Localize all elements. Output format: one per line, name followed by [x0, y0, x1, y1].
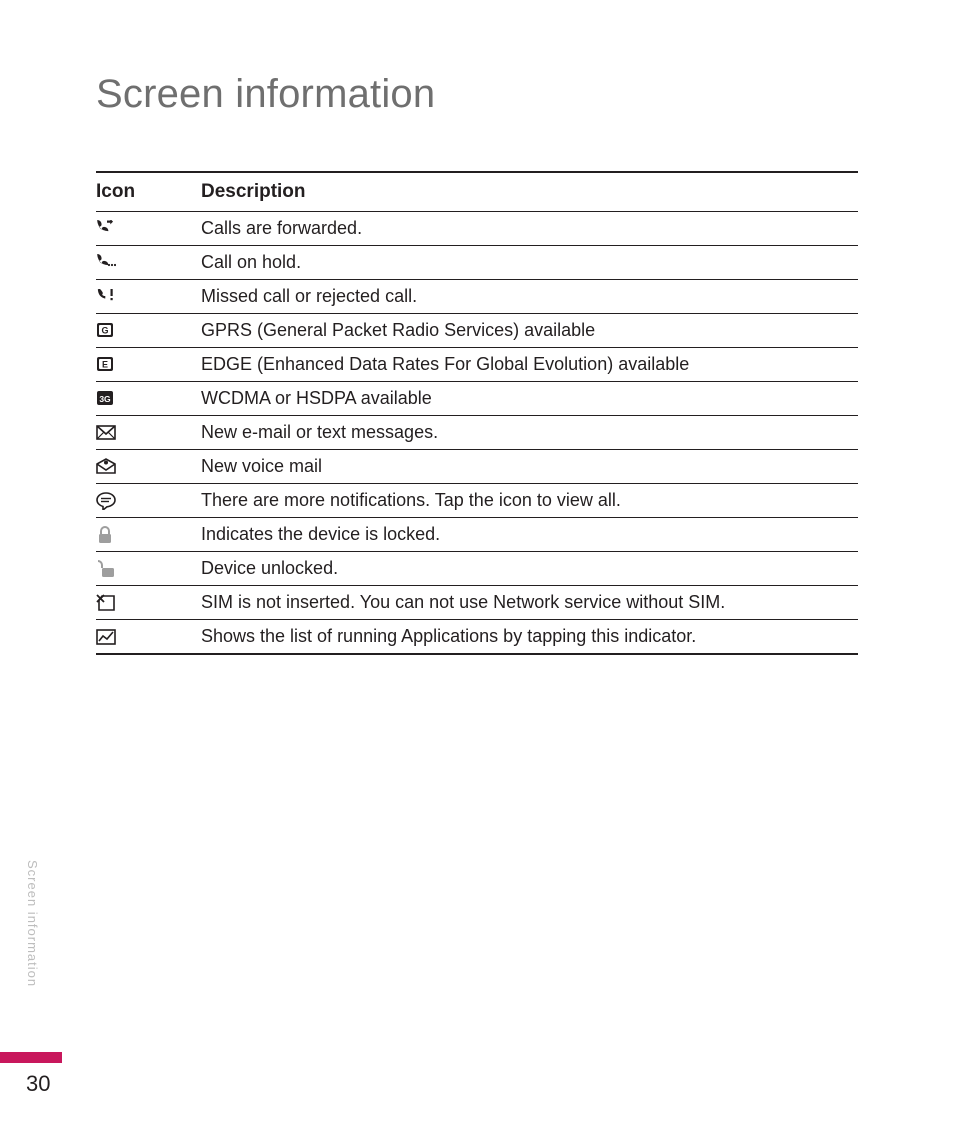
icon-cell — [96, 416, 201, 450]
desc-cell: Call on hold. — [201, 246, 858, 280]
desc-cell: Missed call or rejected call. — [201, 280, 858, 314]
icon-cell — [96, 246, 201, 280]
call-forward-icon — [96, 220, 201, 238]
desc-cell: EDGE (Enhanced Data Rates For Global Evo… — [201, 348, 858, 382]
desc-cell: SIM is not inserted. You can not use Net… — [201, 586, 858, 620]
table-row: Device unlocked. — [96, 552, 858, 586]
table-row: Shows the list of running Applications b… — [96, 620, 858, 655]
unlocked-icon — [96, 560, 201, 578]
icon-cell — [96, 450, 201, 484]
table-row: GPRS (General Packet Radio Services) ava… — [96, 314, 858, 348]
table-row: There are more notifications. Tap the ic… — [96, 484, 858, 518]
icon-cell — [96, 518, 201, 552]
table-row: New voice mail — [96, 450, 858, 484]
desc-cell: There are more notifications. Tap the ic… — [201, 484, 858, 518]
desc-cell: Device unlocked. — [201, 552, 858, 586]
table-row: WCDMA or HSDPA available — [96, 382, 858, 416]
icon-cell — [96, 212, 201, 246]
table-row: Missed call or rejected call. — [96, 280, 858, 314]
header-desc: Description — [201, 172, 858, 212]
running-apps-icon — [96, 628, 201, 646]
accent-bar — [0, 1052, 62, 1063]
table-row: Indicates the device is locked. — [96, 518, 858, 552]
desc-cell: Shows the list of running Applications b… — [201, 620, 858, 655]
desc-cell: Indicates the device is locked. — [201, 518, 858, 552]
edge-icon — [96, 356, 201, 374]
icon-cell — [96, 552, 201, 586]
no-sim-icon — [96, 594, 201, 612]
page-title: Screen information — [96, 72, 858, 117]
notification-icon — [96, 492, 201, 510]
icon-cell — [96, 348, 201, 382]
page: Screen information Icon Description Call… — [0, 0, 954, 1147]
icon-cell — [96, 620, 201, 655]
table-row: SIM is not inserted. You can not use Net… — [96, 586, 858, 620]
table-row: Call on hold. — [96, 246, 858, 280]
icon-table: Icon Description Calls are forwarded.Cal… — [96, 171, 858, 655]
desc-cell: New e-mail or text messages. — [201, 416, 858, 450]
table-row: New e-mail or text messages. — [96, 416, 858, 450]
side-label: Screen information — [25, 860, 40, 1020]
locked-icon — [96, 526, 201, 544]
voicemail-icon — [96, 458, 201, 476]
table-row: Calls are forwarded. — [96, 212, 858, 246]
missed-call-icon — [96, 288, 201, 306]
desc-cell: GPRS (General Packet Radio Services) ava… — [201, 314, 858, 348]
icon-cell — [96, 314, 201, 348]
page-number: 30 — [26, 1071, 50, 1097]
icon-cell — [96, 280, 201, 314]
icon-cell — [96, 484, 201, 518]
icon-cell — [96, 586, 201, 620]
header-icon: Icon — [96, 172, 201, 212]
desc-cell: New voice mail — [201, 450, 858, 484]
desc-cell: WCDMA or HSDPA available — [201, 382, 858, 416]
threeg-icon — [96, 390, 201, 408]
mail-icon — [96, 424, 201, 442]
desc-cell: Calls are forwarded. — [201, 212, 858, 246]
icon-cell — [96, 382, 201, 416]
call-hold-icon — [96, 254, 201, 272]
table-row: EDGE (Enhanced Data Rates For Global Evo… — [96, 348, 858, 382]
gprs-icon — [96, 322, 201, 340]
